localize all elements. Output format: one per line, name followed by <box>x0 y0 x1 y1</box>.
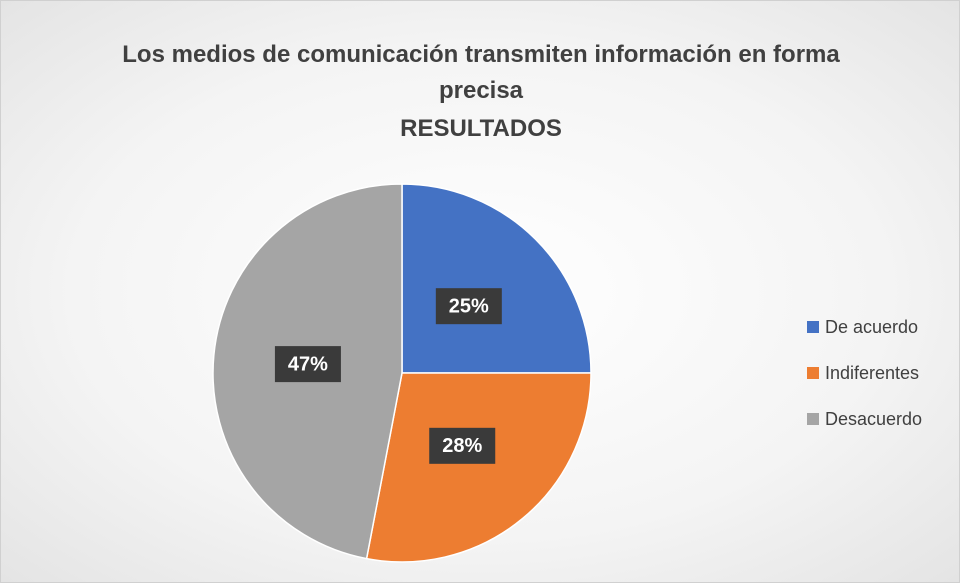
legend-swatch <box>807 367 819 379</box>
pie-slice <box>401 183 592 374</box>
data-label-box <box>435 288 502 325</box>
data-label: 25% <box>449 295 489 317</box>
data-label-box <box>274 346 341 383</box>
legend-label: Desacuerdo <box>825 409 922 429</box>
legend-swatch <box>807 413 819 425</box>
legend-label: Indiferentes <box>825 363 919 383</box>
data-label-box <box>429 427 496 464</box>
legend-swatch <box>807 321 819 333</box>
legend-label: De acuerdo <box>825 317 918 337</box>
chart-subtitle: RESULTADOS <box>400 115 562 142</box>
data-label: 28% <box>442 435 482 457</box>
chart-title: Los medios de comunicación transmiten in… <box>122 41 840 104</box>
pie-slice <box>365 372 592 563</box>
data-label: 47% <box>288 353 328 375</box>
